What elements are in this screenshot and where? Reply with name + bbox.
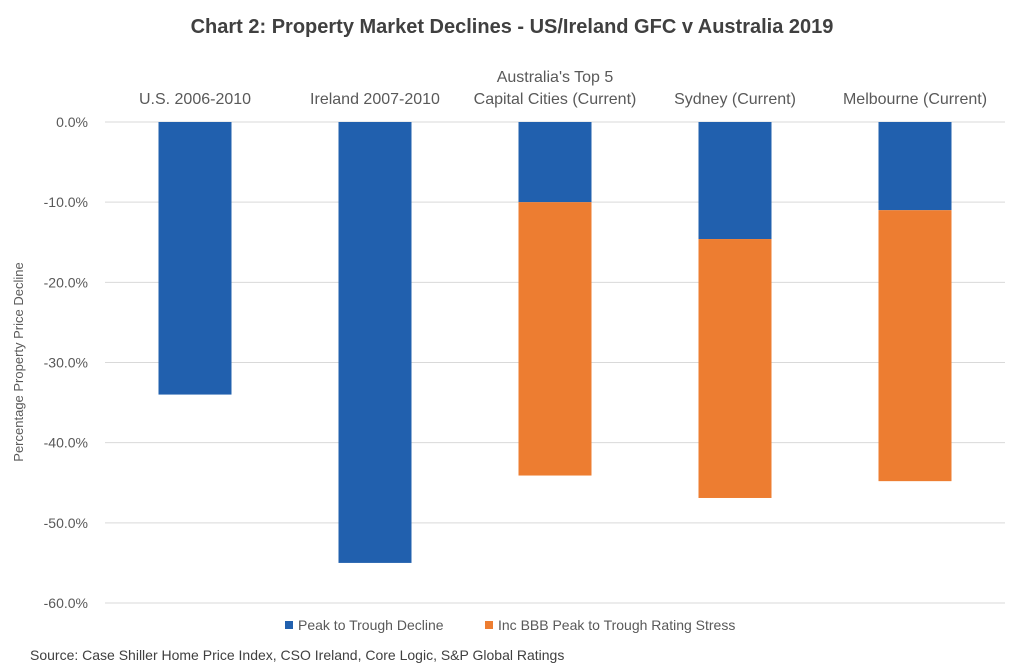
bar-segment <box>518 202 592 476</box>
category-label: U.S. 2006-2010 <box>139 91 251 108</box>
category-label: Australia's Top 5 <box>497 69 614 86</box>
bar-segment <box>878 122 952 211</box>
y-tick-label: -60.0% <box>44 595 88 611</box>
source-note: Source: Case Shiller Home Price Index, C… <box>30 647 564 663</box>
bar-segment <box>698 239 772 498</box>
category-label: Sydney (Current) <box>674 91 796 108</box>
category-label: Capital Cities (Current) <box>474 91 637 108</box>
legend-swatch <box>485 621 493 629</box>
y-axis-label: Percentage Property Price Decline <box>11 262 26 461</box>
category-label: Melbourne (Current) <box>843 91 987 108</box>
y-tick-label: -50.0% <box>44 515 88 531</box>
bar-segment <box>338 122 412 563</box>
y-tick-label: -30.0% <box>44 355 88 371</box>
y-tick-label: -20.0% <box>44 274 88 290</box>
legend-label: Peak to Trough Decline <box>298 617 444 633</box>
bar-segment <box>698 122 772 240</box>
chart-title: Chart 2: Property Market Declines - US/I… <box>191 16 834 38</box>
category-label: Ireland 2007-2010 <box>310 91 440 108</box>
legend-label: Inc BBB Peak to Trough Rating Stress <box>498 617 735 633</box>
bar-segment <box>518 122 592 203</box>
y-tick-label: -10.0% <box>44 194 88 210</box>
bar-segment <box>878 210 952 482</box>
legend-swatch <box>285 621 293 629</box>
y-tick-label: -40.0% <box>44 435 88 451</box>
bar-segment <box>158 122 232 395</box>
y-tick-label: 0.0% <box>56 114 88 130</box>
